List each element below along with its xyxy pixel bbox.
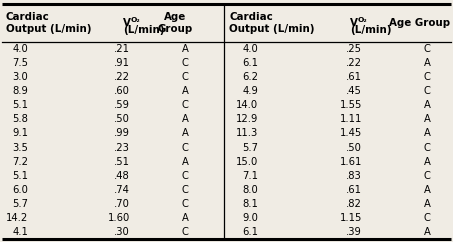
Text: .48: .48: [114, 171, 130, 181]
Text: A: A: [424, 114, 430, 124]
Text: Age
Group: Age Group: [157, 12, 193, 34]
Text: 8.0: 8.0: [242, 185, 258, 195]
Text: A: A: [424, 100, 430, 110]
Text: C: C: [182, 227, 188, 237]
Text: A: A: [182, 44, 188, 54]
Text: A: A: [182, 114, 188, 124]
Text: .91: .91: [114, 58, 130, 68]
Text: 9.0: 9.0: [242, 213, 258, 223]
Text: .82: .82: [346, 199, 362, 209]
Text: C: C: [424, 72, 430, 82]
Text: 14.0: 14.0: [236, 100, 258, 110]
Text: A: A: [424, 129, 430, 138]
Text: .70: .70: [114, 199, 130, 209]
Text: A: A: [182, 213, 188, 223]
Text: C: C: [182, 72, 188, 82]
Text: A: A: [182, 129, 188, 138]
Text: C: C: [182, 143, 188, 152]
Text: .22: .22: [346, 58, 362, 68]
Text: O₂: O₂: [358, 17, 368, 23]
Text: Cardiac
Output (L/min): Cardiac Output (L/min): [229, 12, 314, 34]
Text: 4.0: 4.0: [12, 44, 28, 54]
Text: .23: .23: [114, 143, 130, 152]
Text: .51: .51: [114, 157, 130, 166]
Text: 4.1: 4.1: [12, 227, 28, 237]
Text: A: A: [424, 185, 430, 195]
Text: 12.9: 12.9: [236, 114, 258, 124]
Text: .61: .61: [346, 72, 362, 82]
Text: C: C: [424, 143, 430, 152]
Text: Age Group: Age Group: [390, 18, 451, 28]
Text: .60: .60: [114, 86, 130, 96]
Text: C: C: [182, 199, 188, 209]
Text: 1.45: 1.45: [340, 129, 362, 138]
Text: .50: .50: [346, 143, 362, 152]
Text: .59: .59: [114, 100, 130, 110]
Text: 5.1: 5.1: [12, 171, 28, 181]
Text: .99: .99: [114, 129, 130, 138]
Text: 3.0: 3.0: [12, 72, 28, 82]
Text: .22: .22: [114, 72, 130, 82]
Text: 5.1: 5.1: [12, 100, 28, 110]
Text: 14.2: 14.2: [6, 213, 28, 223]
Text: 4.0: 4.0: [242, 44, 258, 54]
Text: 6.1: 6.1: [242, 227, 258, 237]
Text: 1.11: 1.11: [340, 114, 362, 124]
Text: 5.8: 5.8: [12, 114, 28, 124]
Text: 11.3: 11.3: [236, 129, 258, 138]
Text: V: V: [350, 18, 358, 28]
Text: A: A: [424, 199, 430, 209]
Text: C: C: [424, 213, 430, 223]
Text: 15.0: 15.0: [236, 157, 258, 166]
Text: A: A: [182, 157, 188, 166]
Text: C: C: [182, 58, 188, 68]
Text: 7.2: 7.2: [12, 157, 28, 166]
Text: .21: .21: [114, 44, 130, 54]
Text: (L/min): (L/min): [123, 25, 164, 35]
Text: C: C: [182, 185, 188, 195]
Text: 1.60: 1.60: [108, 213, 130, 223]
Text: .61: .61: [346, 185, 362, 195]
Text: A: A: [424, 58, 430, 68]
Text: C: C: [182, 171, 188, 181]
Text: 1.15: 1.15: [340, 213, 362, 223]
Text: 3.5: 3.5: [12, 143, 28, 152]
Text: V: V: [123, 18, 131, 28]
Text: .45: .45: [346, 86, 362, 96]
Text: 9.1: 9.1: [12, 129, 28, 138]
Text: O₂: O₂: [131, 17, 140, 23]
Text: 7.1: 7.1: [242, 171, 258, 181]
Text: C: C: [424, 44, 430, 54]
Text: 8.9: 8.9: [12, 86, 28, 96]
Text: 6.0: 6.0: [12, 185, 28, 195]
Text: 4.9: 4.9: [242, 86, 258, 96]
Text: C: C: [424, 86, 430, 96]
Text: Cardiac
Output (L/min): Cardiac Output (L/min): [6, 12, 92, 34]
Text: 1.55: 1.55: [340, 100, 362, 110]
Text: 5.7: 5.7: [12, 199, 28, 209]
Text: 5.7: 5.7: [242, 143, 258, 152]
Text: A: A: [424, 227, 430, 237]
Text: A: A: [182, 86, 188, 96]
Text: 8.1: 8.1: [242, 199, 258, 209]
Text: 6.2: 6.2: [242, 72, 258, 82]
Text: C: C: [182, 100, 188, 110]
Text: .50: .50: [114, 114, 130, 124]
Text: 1.61: 1.61: [340, 157, 362, 166]
Text: .83: .83: [346, 171, 362, 181]
Text: A: A: [424, 157, 430, 166]
Text: (L/min): (L/min): [350, 25, 391, 35]
Text: C: C: [424, 171, 430, 181]
Text: .39: .39: [346, 227, 362, 237]
Text: .74: .74: [114, 185, 130, 195]
Text: .30: .30: [114, 227, 130, 237]
Text: 6.1: 6.1: [242, 58, 258, 68]
Text: 7.5: 7.5: [12, 58, 28, 68]
Text: .25: .25: [346, 44, 362, 54]
